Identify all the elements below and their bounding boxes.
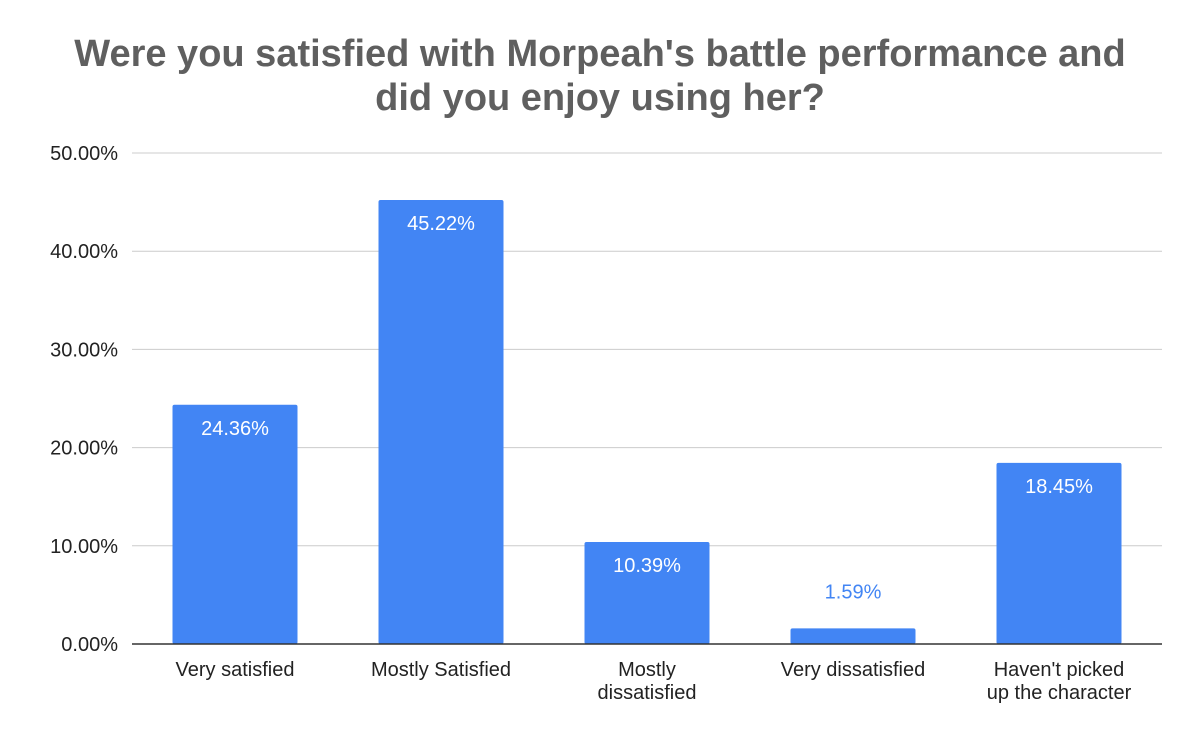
data-label: 18.45%: [1025, 476, 1093, 498]
bar: [172, 404, 298, 644]
category-label-line: dissatisfied: [598, 682, 697, 704]
data-label: 1.59%: [825, 581, 882, 603]
y-tick-label: 10.00%: [50, 536, 118, 558]
chart-title: Were you satisfied with Morpeah's battle…: [0, 32, 1200, 120]
bar: [584, 541, 710, 644]
data-labels: 24.36% 45.22% 10.39% 1.59% 18.45%: [201, 213, 1093, 603]
y-tick-label: 0.00%: [61, 634, 118, 656]
category-label: Very dissatisfied: [781, 659, 926, 681]
bars: [172, 199, 1122, 644]
category-label-line: Mostly Satisfied: [371, 659, 511, 681]
category-label: Mostly dissatisfied: [598, 659, 697, 704]
data-label: 10.39%: [613, 555, 681, 577]
category-label-line: Mostly: [618, 659, 676, 681]
bar: [996, 462, 1122, 644]
data-label: 45.22%: [407, 213, 475, 235]
y-axis-tick-labels: 0.00% 10.00% 20.00% 30.00% 40.00% 50.00%: [50, 143, 118, 656]
y-tick-label: 30.00%: [50, 339, 118, 361]
chart-title-line-1: Were you satisfied with Morpeah's battle…: [74, 33, 1126, 75]
category-label-line: up the character: [987, 682, 1132, 704]
category-label: Very satisfied: [176, 659, 295, 681]
category-label: Haven't picked up the character: [987, 659, 1132, 704]
y-tick-label: 20.00%: [50, 438, 118, 460]
category-label: Mostly Satisfied: [371, 659, 511, 681]
data-label: 24.36%: [201, 418, 269, 440]
category-label-line: Haven't picked: [994, 659, 1125, 681]
y-tick-label: 50.00%: [50, 143, 118, 165]
bar: [790, 628, 916, 644]
y-tick-label: 40.00%: [50, 241, 118, 263]
bar: [378, 199, 504, 644]
category-labels: Very satisfied Mostly Satisfied Mostly diss…: [176, 659, 1132, 704]
chart-title-line-2: did you enjoy using her?: [375, 77, 825, 119]
category-label-line: Very satisfied: [176, 659, 295, 681]
category-label-line: Very dissatisfied: [781, 659, 926, 681]
